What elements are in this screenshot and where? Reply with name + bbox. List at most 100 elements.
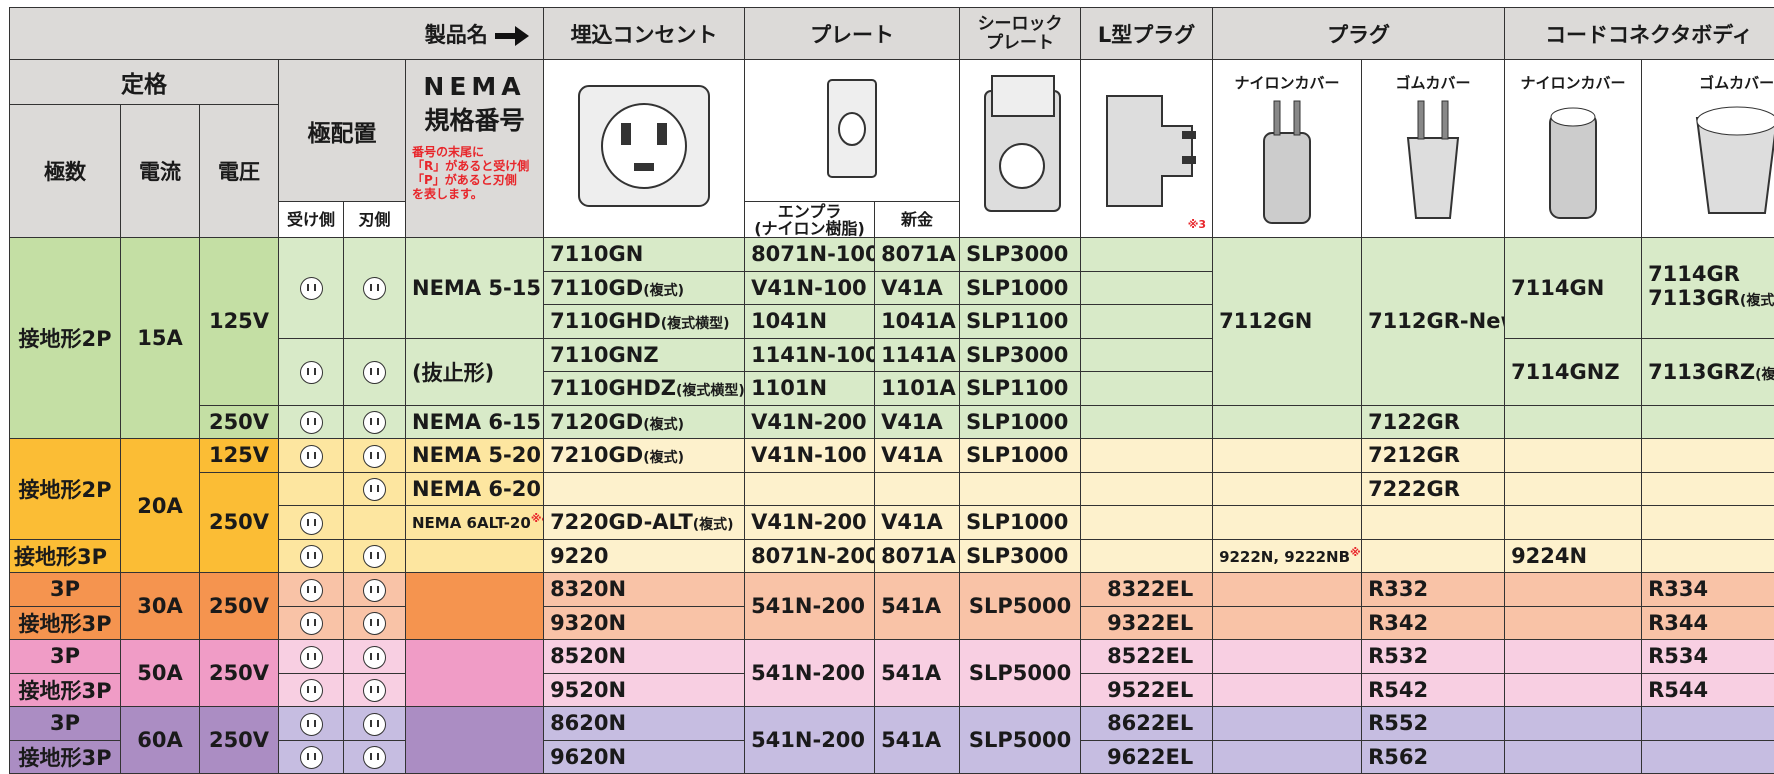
cell-text: 製品名 — [424, 22, 488, 47]
table-cell: 極数 — [9, 104, 121, 238]
table-cell — [1504, 706, 1643, 741]
table-cell — [1504, 605, 1643, 640]
pin-icon — [363, 645, 386, 669]
cell-suffix: (複式) — [643, 282, 684, 299]
graphic — [999, 143, 1046, 189]
table-cell — [1641, 438, 1774, 473]
table-cell — [744, 59, 961, 202]
pin-icon — [363, 712, 386, 736]
cell-text: プレート — [986, 32, 1055, 53]
cell-text: 7220GD-ALT — [550, 510, 693, 535]
pin-icon — [363, 360, 386, 384]
table-cell: 9220 — [543, 538, 746, 573]
table-cell — [1212, 471, 1363, 506]
table-cell — [1641, 404, 1774, 439]
table-cell — [1212, 438, 1363, 473]
table-cell — [343, 438, 406, 473]
cell-suffix: (複式) — [1739, 293, 1774, 310]
table-cell — [343, 505, 406, 540]
graphic: 製品名 埋込コンセント プレート シーロック プレート L型プラグ プラグ コード… — [9, 7, 1774, 774]
table-cell: 9322EL — [1080, 605, 1214, 640]
cell-text: 9222N, 9222NB — [1219, 547, 1351, 566]
table-cell: R532 — [1361, 639, 1506, 674]
table-row: 接地形3P 9220 8071N-200 8071A SLP3000 9222N, 92… — [9, 538, 1774, 573]
table-cell — [1641, 471, 1774, 506]
table-cell — [1080, 270, 1214, 305]
pin-icon — [299, 645, 323, 669]
product-image — [984, 75, 1062, 212]
table-row: (抜止形) 7110GNZ 1141N-100 1141A SLP3000 7114GN… — [10, 337, 1774, 406]
cell-suffix: (複式) — [692, 517, 734, 534]
graphic — [601, 103, 688, 189]
table-cell — [1361, 538, 1506, 573]
table-cell — [1504, 639, 1643, 674]
table-cell — [278, 672, 344, 707]
table-cell: 541A — [874, 572, 961, 640]
pin-icon — [299, 511, 323, 535]
graphic — [495, 25, 530, 46]
table-cell — [404, 706, 545, 774]
table-cell: 接地形3P — [9, 605, 121, 640]
table-cell — [1080, 438, 1214, 473]
table-cell — [1080, 538, 1214, 573]
table-cell — [1504, 505, 1643, 540]
table-cell: 接地形2P — [9, 237, 121, 439]
table-cell: V41N-200 — [744, 404, 876, 439]
table-cell: 1141A — [874, 337, 961, 372]
product-table: 製品名 埋込コンセント プレート シーロック プレート L型プラグ プラグ コード… — [9, 7, 1774, 774]
cell-suffix: (複式) — [1755, 366, 1774, 383]
pin-icon — [363, 612, 386, 635]
table-cell — [278, 538, 344, 573]
table-cell — [1504, 739, 1643, 774]
table-cell: 刃側 — [343, 201, 406, 238]
table-cell: 9224N — [1504, 538, 1643, 573]
table-cell: NEMA 6-15 — [404, 404, 545, 439]
table-cell: R534 — [1641, 639, 1774, 674]
cell-text: NEMA — [423, 72, 526, 101]
table-cell: 3P — [9, 706, 121, 741]
table-cell: 9320N — [543, 605, 746, 640]
table-cell: プレート — [744, 7, 961, 60]
table-cell: 7220GD-ALT(複式) — [543, 505, 746, 540]
pin-icon — [363, 578, 386, 602]
table-cell: 電圧 — [199, 104, 279, 238]
table-cell — [343, 672, 406, 707]
table-cell: シーロック プレート — [959, 7, 1082, 60]
table-cell: R552 — [1361, 706, 1506, 741]
table-cell: R342 — [1361, 605, 1506, 640]
pin-icon — [363, 746, 386, 769]
table-cell: SLP1000 — [959, 438, 1082, 473]
table-cell: 接地形3P — [9, 672, 121, 707]
table-cell: 9622EL — [1080, 739, 1214, 774]
graphic — [1293, 100, 1301, 136]
table-cell — [343, 471, 406, 506]
table-cell — [278, 438, 344, 473]
table-cell: 125V — [199, 237, 279, 406]
table-row: 3P 50A 250V 8520N 541N-200 541A SLP5000 8522EL… — [9, 639, 1774, 707]
product-image — [1263, 100, 1312, 224]
graphic — [621, 123, 632, 145]
graphic — [1441, 100, 1449, 140]
cell-text: 7113GR — [1648, 286, 1740, 311]
table-cell — [543, 59, 746, 238]
table-cell: 電流 — [120, 104, 200, 238]
cell-text: ※4 — [530, 512, 543, 526]
table-cell: 9222N, 9222NB※5 — [1212, 538, 1363, 573]
graphic — [1417, 100, 1425, 140]
table-cell: 250V — [199, 404, 279, 439]
table-cell — [744, 471, 876, 506]
table-cell: R344 — [1641, 605, 1774, 640]
table-cell — [278, 505, 344, 540]
table-cell — [343, 739, 406, 774]
table-cell — [1212, 572, 1363, 607]
table-cell: V41A — [874, 270, 961, 305]
graphic — [1406, 137, 1460, 219]
graphic — [1550, 107, 1596, 127]
table-cell — [1504, 572, 1643, 607]
table-row: 接地形3P 9520N 9522EL R542 R544 — [9, 672, 1774, 707]
table-cell: L型プラグ — [1080, 7, 1214, 60]
arrow — [495, 25, 530, 46]
table-cell — [278, 237, 344, 339]
table-cell — [1080, 371, 1214, 406]
